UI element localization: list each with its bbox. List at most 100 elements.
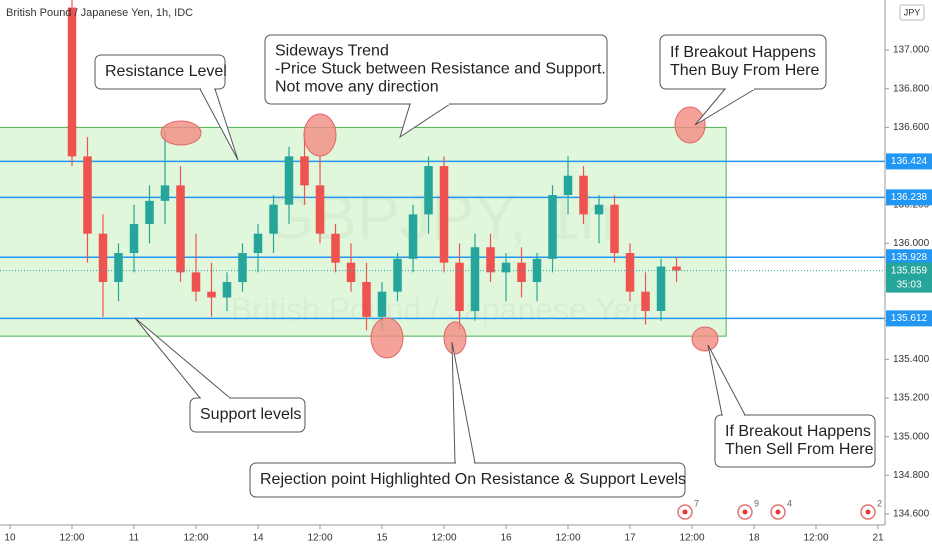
candle-body xyxy=(548,195,557,259)
candle-body xyxy=(253,233,263,254)
x-tick-label: 17 xyxy=(624,533,636,544)
candle-body xyxy=(362,282,371,317)
candle-body xyxy=(98,233,108,283)
candle-body xyxy=(129,224,139,254)
x-tick-label: 12:00 xyxy=(183,533,208,544)
highlight xyxy=(691,326,719,352)
callout-box xyxy=(714,414,876,468)
candle-body xyxy=(672,266,681,271)
candle-body xyxy=(207,291,216,298)
callout-box xyxy=(94,54,226,90)
countdown: 35:03 xyxy=(896,279,921,290)
candle-body xyxy=(579,175,588,215)
x-tick-label: 11 xyxy=(129,533,140,544)
candle-body xyxy=(470,247,480,312)
callout-text: Then Sell From Here xyxy=(725,441,874,458)
candle-body xyxy=(486,247,495,273)
candle-body xyxy=(439,166,449,263)
candle-body xyxy=(517,262,526,283)
event-dot xyxy=(775,509,781,515)
candle-body xyxy=(83,156,92,234)
x-tick-label: 14 xyxy=(252,533,264,544)
candle-body xyxy=(67,7,77,157)
highlight xyxy=(303,113,337,157)
candle-body xyxy=(315,185,325,234)
candle-body xyxy=(191,272,201,292)
x-tick-label: 16 xyxy=(500,533,512,544)
candle-body xyxy=(269,204,278,234)
level-label-bg xyxy=(886,189,932,206)
y-tick-label: 137.000 xyxy=(893,45,930,56)
event-count: 7 xyxy=(694,498,699,508)
callout-text: Rejection point Highlighted On Resistanc… xyxy=(260,471,686,488)
event-count: 9 xyxy=(754,498,759,508)
x-tick-label: 12:00 xyxy=(555,533,580,544)
candle-body xyxy=(393,258,402,292)
chart-title: British Pound / Japanese Yen, 1h, IDC xyxy=(6,7,193,19)
highlight xyxy=(443,321,467,355)
candle-body xyxy=(160,185,170,201)
candle-body xyxy=(563,175,573,196)
candle-body xyxy=(594,204,604,215)
candle-body xyxy=(145,200,154,225)
candle-body xyxy=(610,204,619,254)
candle-body xyxy=(114,253,123,283)
last-price-label: 135.859 xyxy=(891,265,928,276)
callout-text: Not move any direction xyxy=(275,79,439,96)
currency-label: JPY xyxy=(904,7,921,17)
candle-body xyxy=(501,262,511,273)
event-dot xyxy=(742,509,748,515)
candle-body xyxy=(656,266,666,312)
callout-text: Sideways Trend xyxy=(275,43,389,60)
candle-body xyxy=(222,282,232,298)
level-label: 135.612 xyxy=(891,313,928,324)
level-label: 135.928 xyxy=(891,252,928,263)
y-tick-label: 136.600 xyxy=(893,122,930,133)
candle-body xyxy=(331,233,340,263)
x-tick-label: 12:00 xyxy=(804,533,829,544)
callout-text: If Breakout Happens xyxy=(725,423,871,440)
level-label: 136.424 xyxy=(891,156,928,167)
x-tick-label: 12:00 xyxy=(431,533,456,544)
callout-text: -Price Stuck between Resistance and Supp… xyxy=(275,61,606,78)
candle-body xyxy=(455,262,464,312)
x-tick-label: 12:00 xyxy=(307,533,332,544)
highlight xyxy=(370,317,404,359)
callout-text: If Breakout Happens xyxy=(670,44,816,61)
x-tick-label: 12:00 xyxy=(59,533,84,544)
x-tick-label: 12:00 xyxy=(680,533,705,544)
level-label-bg xyxy=(886,153,932,170)
y-tick-label: 136.800 xyxy=(893,83,930,94)
callout-text: Resistance Level xyxy=(105,63,227,80)
candle-body xyxy=(300,156,309,186)
candle-body xyxy=(408,214,418,259)
callout-text: Then Buy From Here xyxy=(670,62,819,79)
level-label-bg xyxy=(886,249,932,266)
level-label: 136.238 xyxy=(891,192,928,203)
callout-box xyxy=(189,397,306,433)
x-tick-label: 10 xyxy=(4,533,16,544)
candle-body xyxy=(377,291,387,317)
y-tick-label: 136.000 xyxy=(893,238,930,249)
currency-button xyxy=(899,4,925,21)
candle-body xyxy=(176,185,185,273)
candle-body xyxy=(424,166,433,215)
x-tick-label: 18 xyxy=(748,533,760,544)
y-tick-label: 135.200 xyxy=(893,393,930,404)
candle-body xyxy=(625,253,635,292)
callout-text: Support levels xyxy=(200,406,301,423)
event-count: 2 xyxy=(877,498,882,508)
y-tick-label: 135.000 xyxy=(893,431,930,442)
highlight xyxy=(160,120,202,146)
event-dot xyxy=(865,509,871,515)
x-tick-label: 15 xyxy=(376,533,388,544)
candle-body xyxy=(641,291,650,312)
y-tick-label: 134.800 xyxy=(893,470,930,481)
candle-body xyxy=(284,156,294,205)
candle-body xyxy=(238,253,247,283)
candle-body xyxy=(346,262,356,283)
y-tick-label: 134.600 xyxy=(893,509,930,520)
level-label-bg xyxy=(886,310,932,327)
event-count: 4 xyxy=(787,498,792,508)
